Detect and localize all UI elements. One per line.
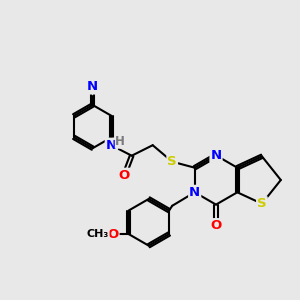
Text: CH₃: CH₃: [87, 229, 109, 239]
Text: O: O: [210, 219, 222, 232]
Text: H: H: [116, 135, 125, 148]
Text: N: N: [189, 186, 200, 199]
Text: S: S: [167, 155, 177, 168]
Text: S: S: [257, 197, 267, 210]
Text: N: N: [87, 80, 98, 94]
Text: O: O: [107, 227, 118, 241]
Text: O: O: [118, 169, 130, 182]
Text: N: N: [106, 139, 117, 152]
Text: N: N: [210, 149, 222, 162]
